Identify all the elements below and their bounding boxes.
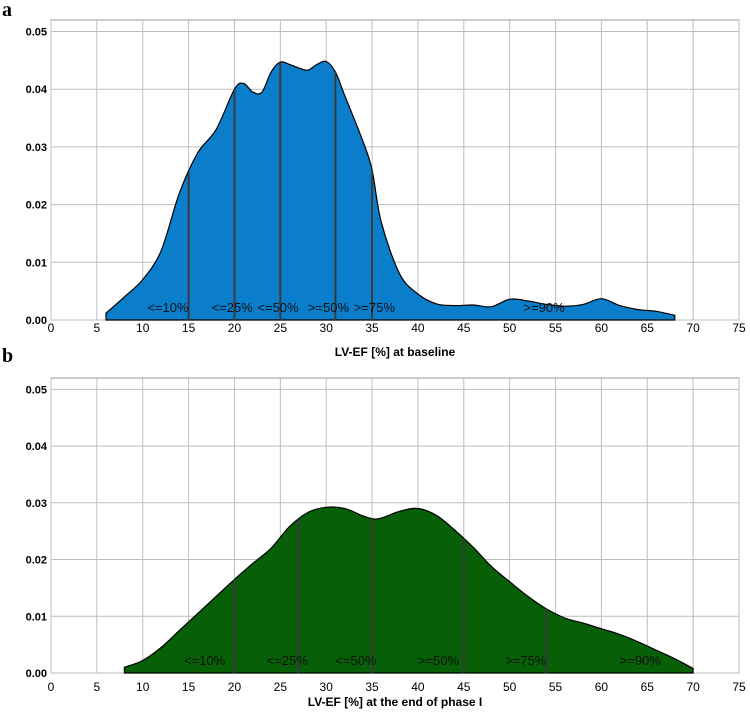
x-tick-label: 50: [503, 321, 517, 335]
panel-b-letter: b: [2, 345, 13, 367]
quantile-label: <=10%: [147, 300, 189, 315]
x-tick-label: 25: [274, 321, 288, 335]
x-tick-label: 60: [595, 321, 609, 335]
y-tick-label: 0.01: [26, 257, 47, 269]
x-tick-label: 35: [365, 680, 379, 694]
y-tick-label: 0.02: [26, 200, 47, 212]
x-tick-label: 75: [732, 680, 746, 694]
y-tick-label: 0.02: [26, 555, 47, 567]
x-tick-label: 20: [228, 321, 242, 335]
x-tick-label: 5: [94, 321, 101, 335]
x-tick-label: 60: [595, 680, 609, 694]
x-tick-label: 0: [48, 680, 55, 694]
x-axis-label: LV-EF [%] at baseline: [335, 345, 456, 359]
x-tick-label: 15: [182, 680, 196, 694]
x-tick-label: 20: [228, 680, 242, 694]
x-tick-label: 10: [136, 321, 150, 335]
y-tick-label: 0.03: [26, 498, 47, 510]
y-tick-label: 0.00: [26, 315, 47, 327]
x-tick-label: 50: [503, 680, 517, 694]
quantile-label: >=50%: [308, 300, 350, 315]
y-tick-label: 0.04: [26, 84, 48, 96]
density-area: [105, 60, 676, 321]
density-area: [123, 506, 694, 674]
x-tick-label: 75: [732, 321, 746, 335]
quantile-label: >=75%: [505, 653, 547, 668]
x-tick-label: 0: [48, 321, 55, 335]
panel-b: b <=10% <=25% <=50% >=50% >=75% >=90% 0 5 10 15 20…: [2, 345, 746, 709]
x-tick-label: 40: [411, 321, 425, 335]
x-tick-label: 45: [457, 321, 471, 335]
quantile-label: >=90%: [620, 653, 662, 668]
y-tick-label: 0.04: [26, 441, 48, 453]
y-tick-label: 0.00: [26, 668, 47, 680]
x-tick-label: 70: [686, 680, 700, 694]
x-tick-label: 30: [320, 680, 334, 694]
x-tick-label: 35: [365, 321, 379, 335]
y-tick-label: 0.03: [26, 142, 47, 154]
y-tick-label: 0.01: [26, 611, 47, 623]
x-tick-label: 55: [549, 680, 563, 694]
x-tick-label: 40: [411, 680, 425, 694]
x-tick-label: 5: [94, 680, 101, 694]
x-tick-label: 10: [136, 680, 150, 694]
y-tick-label: 0.05: [26, 27, 47, 39]
quantile-label: >=90%: [523, 300, 565, 315]
x-tick-label: 70: [686, 321, 700, 335]
x-tick-label: 25: [274, 680, 288, 694]
x-tick-label: 65: [641, 680, 655, 694]
x-axis-label: LV-EF [%] at the end of phase I: [308, 695, 482, 709]
x-tick-label: 55: [549, 321, 563, 335]
quantile-label: <=10%: [184, 653, 226, 668]
x-tick-label: 45: [457, 680, 471, 694]
quantile-label: <=25%: [267, 653, 309, 668]
panel-a-letter: a: [2, 0, 12, 21]
quantile-label: <=25%: [212, 300, 254, 315]
quantile-label: <=50%: [257, 300, 299, 315]
panel-a: a <=10% <=25% <=50% >=50% >=75% >=90% 0 5 10 15 20…: [2, 0, 746, 359]
quantile-label: >=50%: [418, 653, 460, 668]
quantile-label: <=50%: [335, 653, 377, 668]
quantile-label: >=75%: [354, 300, 396, 315]
x-tick-label: 30: [320, 321, 334, 335]
y-tick-label: 0.05: [26, 384, 47, 396]
x-tick-label: 15: [182, 321, 196, 335]
x-tick-label: 65: [641, 321, 655, 335]
